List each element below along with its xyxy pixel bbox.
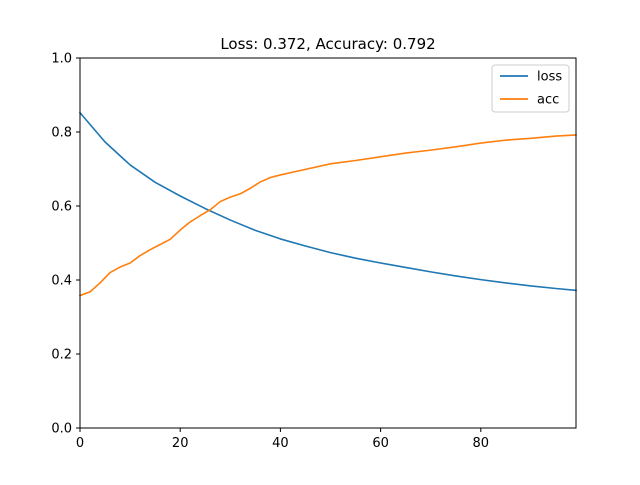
y-tick-label: 1.0 — [51, 52, 72, 67]
x-tick-label: 80 — [473, 436, 490, 451]
x-tick-label: 60 — [372, 436, 389, 451]
legend: loss acc — [491, 64, 570, 113]
legend-label-loss: loss — [537, 70, 562, 85]
legend-label-acc: acc — [537, 93, 559, 108]
series-layer — [78, 111, 577, 297]
y-tick-label: 0.8 — [51, 126, 72, 141]
y-axis: 0.0 0.2 0.4 0.6 0.8 1.0 — [51, 52, 80, 437]
chart-title: Loss: 0.372, Accuracy: 0.792 — [220, 35, 435, 53]
x-tick-label: 40 — [272, 436, 289, 451]
y-tick-label: 0.0 — [51, 422, 72, 437]
y-tick-label: 0.4 — [51, 274, 72, 289]
x-tick-label: 20 — [172, 436, 189, 451]
plot-frame — [79, 57, 577, 429]
y-tick-label: 0.2 — [51, 348, 72, 363]
series-line-acc — [78, 134, 577, 297]
x-tick-label: 0 — [76, 436, 84, 451]
series-line-loss — [78, 111, 577, 292]
x-axis: 0 20 40 60 80 — [76, 428, 489, 451]
y-tick-label: 0.6 — [51, 200, 72, 215]
